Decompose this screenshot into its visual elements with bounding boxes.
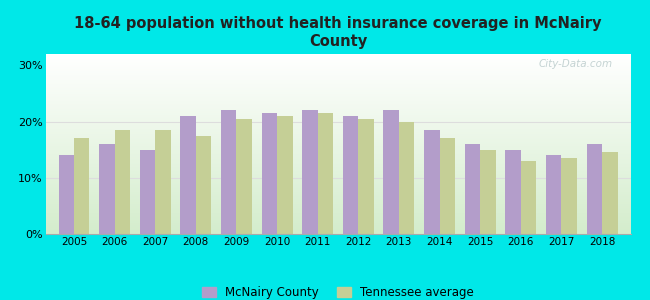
Bar <box>318 113 333 234</box>
Bar <box>343 116 358 234</box>
Bar <box>114 130 130 234</box>
Bar <box>221 110 237 234</box>
Bar <box>399 122 415 234</box>
Bar <box>74 138 90 234</box>
Bar <box>155 130 170 234</box>
Bar <box>602 152 617 234</box>
Text: City-Data.com: City-Data.com <box>539 59 613 69</box>
Bar <box>521 161 536 234</box>
Bar <box>181 116 196 234</box>
Bar <box>277 116 292 234</box>
Bar <box>465 144 480 234</box>
Bar <box>506 150 521 234</box>
Bar <box>562 158 577 234</box>
Bar <box>546 155 562 234</box>
Bar <box>586 144 602 234</box>
Bar <box>480 150 496 234</box>
Bar <box>261 113 277 234</box>
Bar <box>196 136 211 234</box>
Bar <box>358 119 374 234</box>
Bar <box>384 110 399 234</box>
Bar <box>237 119 252 234</box>
Bar <box>140 150 155 234</box>
Legend: McNairy County, Tennessee average: McNairy County, Tennessee average <box>197 281 479 300</box>
Bar <box>58 155 74 234</box>
Bar <box>424 130 439 234</box>
Title: 18-64 population without health insurance coverage in McNairy
County: 18-64 population without health insuranc… <box>74 16 602 49</box>
Bar <box>302 110 318 234</box>
Bar <box>439 138 455 234</box>
Bar <box>99 144 114 234</box>
